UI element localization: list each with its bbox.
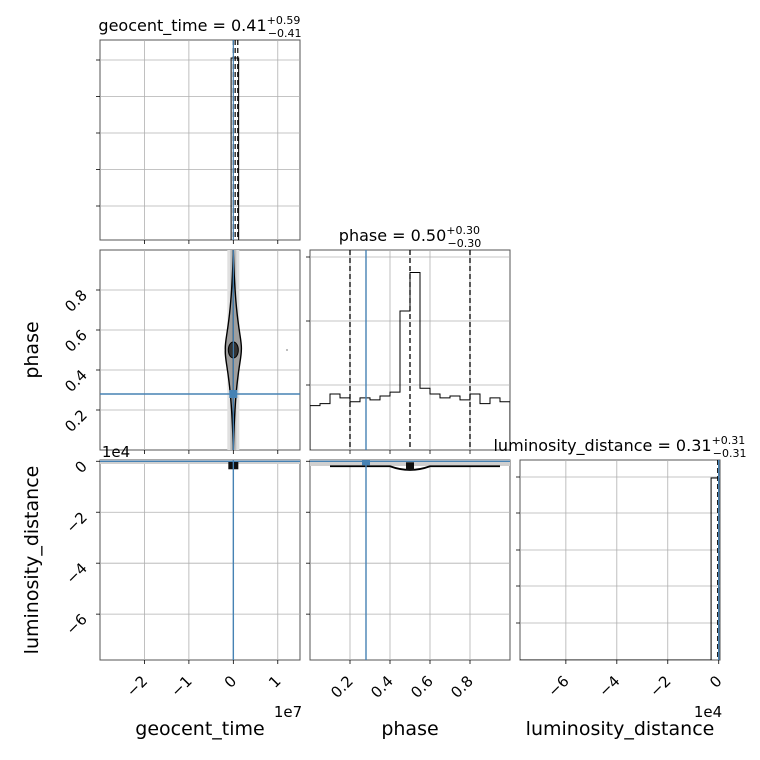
truth-marker <box>229 390 238 398</box>
panel-phase-vs-geocent-time <box>96 249 301 454</box>
y-tick-label: 0.4 <box>61 366 91 396</box>
x-axis-label: geocent_time <box>135 718 264 740</box>
panel-hist-geocent-time <box>96 39 301 244</box>
y-tick-label: −6 <box>62 610 90 638</box>
y-axis-label: luminosity_distance <box>21 466 43 655</box>
panel-frame <box>309 459 511 661</box>
x-tick-label: 0.8 <box>447 672 477 702</box>
y-tick-label: 0.2 <box>61 406 91 436</box>
x-tick-label: 0.2 <box>327 672 357 702</box>
truth-marker <box>362 460 370 466</box>
sample-point <box>286 349 288 351</box>
x-tick-label: −6 <box>544 672 572 700</box>
y-tick-label: 0.8 <box>61 286 91 316</box>
title-luminosity-distance: luminosity_distance = 0.31+0.31 −0.31 <box>493 434 746 460</box>
title-value: geocent_time = 0.41 <box>98 16 266 36</box>
title-geocent-time: geocent_time = 0.41+0.59 −0.41 <box>98 14 301 40</box>
x-tick-label: 1 <box>265 672 284 691</box>
x-tick-label: 0 <box>221 672 240 691</box>
panel-frame <box>99 459 301 661</box>
y-tick-label: 0 <box>71 457 90 476</box>
title-sub: −0.41 <box>268 27 302 40</box>
x-tick-label: −4 <box>595 672 623 700</box>
panel-content <box>310 460 510 660</box>
panel-ld-vs-geocent-time <box>96 459 301 664</box>
x-tick-label: 0.6 <box>407 672 437 702</box>
panel-content <box>100 460 300 660</box>
y-tick-label: −4 <box>62 559 90 587</box>
panel-content <box>310 250 510 450</box>
title-sub: −0.31 <box>713 447 747 460</box>
x-tick-label: 0.4 <box>367 672 397 702</box>
x-tick-label: −2 <box>646 672 674 700</box>
panel-content <box>100 250 300 450</box>
y-offset-text: 1e4 <box>102 443 130 461</box>
x-tick-label: 0 <box>706 672 725 691</box>
title-sup: +0.31 <box>712 434 746 447</box>
title-phase: phase = 0.50+0.30 −0.30 <box>339 224 481 250</box>
title-value: luminosity_distance = 0.31 <box>493 436 711 456</box>
x-offset-text: 1e7 <box>274 703 302 721</box>
density-band <box>100 460 300 464</box>
panel-hist-phase <box>306 249 511 454</box>
x-tick-label: −1 <box>167 672 195 700</box>
y-axis-label: phase <box>21 321 43 378</box>
panel-frame <box>519 459 721 661</box>
y-tick-label: −2 <box>62 508 90 536</box>
title-sub: −0.30 <box>447 237 481 250</box>
x-axis-label: luminosity_distance <box>526 718 715 740</box>
y-tick-label: 0.6 <box>61 326 91 356</box>
x-axis-label: phase <box>381 718 438 740</box>
panel-frame <box>99 39 301 241</box>
x-offset-text: 1e4 <box>694 703 722 721</box>
panel-frame <box>99 249 301 451</box>
contour-core <box>406 462 414 471</box>
title-sup: +0.30 <box>446 224 480 237</box>
panel-hist-luminosity-distance <box>516 459 721 664</box>
title-sup: +0.59 <box>267 14 301 27</box>
x-tick-label: −2 <box>123 672 151 700</box>
panel-ld-vs-phase <box>306 459 511 664</box>
panel-content <box>100 40 300 240</box>
panel-content <box>520 460 720 660</box>
title-value: phase = 0.50 <box>339 226 446 245</box>
